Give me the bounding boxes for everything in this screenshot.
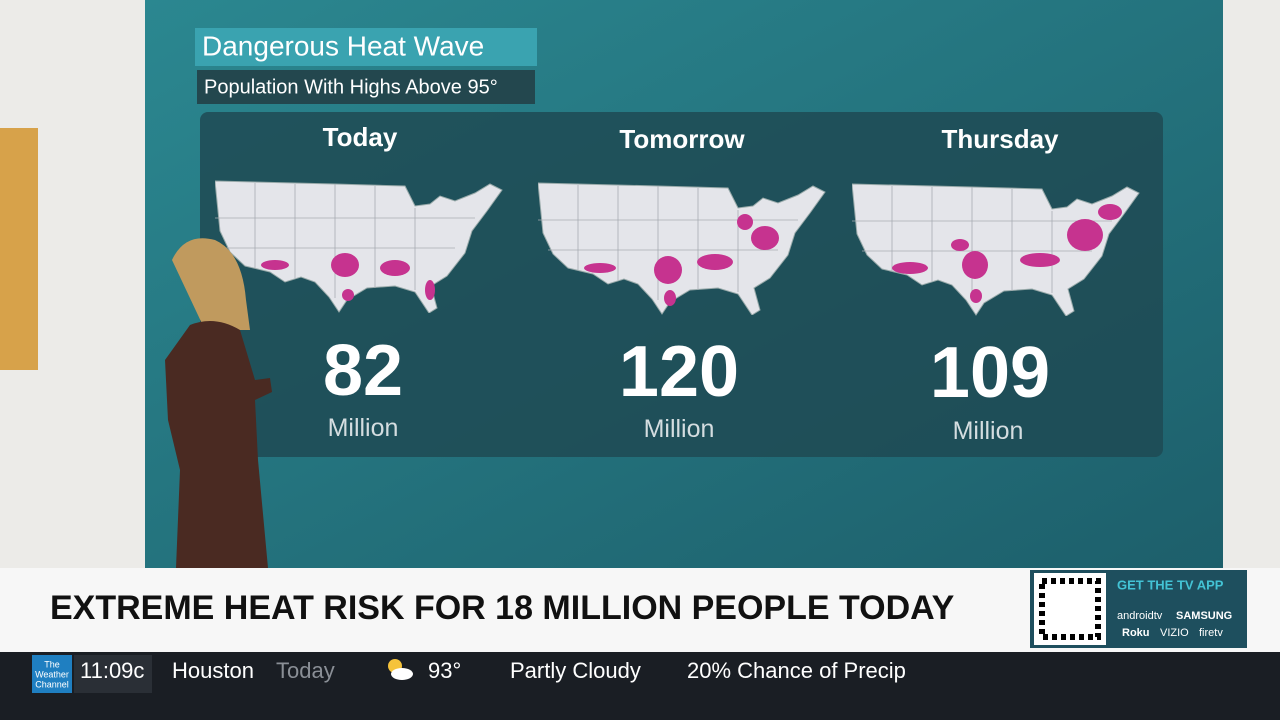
logo-text: Channel [35, 679, 69, 689]
day-label: Tomorrow [619, 124, 745, 154]
side-monitor [0, 128, 38, 370]
platform: VIZIO [1160, 627, 1189, 639]
population-value: 82 [323, 331, 403, 411]
population-value: 109 [930, 333, 1050, 413]
panel: Thursday 109 Million [852, 124, 1140, 445]
day-label: Thursday [941, 124, 1059, 154]
time-box [74, 655, 152, 693]
logo-text: Weather [35, 669, 69, 679]
population-unit: Million [953, 417, 1024, 445]
population-value: 120 [619, 332, 739, 412]
qr-code [1034, 573, 1106, 645]
headline: EXTREME HEAT RISK FOR 18 MILLION PEOPLE … [50, 589, 955, 627]
qr-pattern [1039, 578, 1101, 640]
day-label: Today [323, 122, 398, 152]
heat-areas [261, 253, 435, 301]
time: 11:09c [80, 658, 144, 683]
logo-text: The [44, 659, 60, 669]
ticker [0, 652, 1280, 720]
logo [32, 655, 72, 693]
weather-icon [388, 659, 413, 680]
heat-areas [584, 214, 779, 306]
heat-areas [892, 204, 1122, 303]
platform: androidtv [1117, 610, 1163, 622]
platform: firetv [1199, 627, 1223, 639]
subtitle: Population With Highs Above 95° [204, 76, 498, 98]
panel: Today 82 Million [215, 122, 503, 442]
platform: Roku [1122, 627, 1150, 639]
temperature: 93° [428, 658, 461, 683]
title: Dangerous Heat Wave [202, 30, 484, 61]
condition: Partly Cloudy [510, 658, 641, 683]
presenter [165, 238, 272, 568]
population-unit: Million [328, 414, 399, 442]
precip: 20% Chance of Precip [687, 658, 906, 683]
panel: Tomorrow 120 Million [538, 124, 826, 443]
subtitle-box [197, 70, 535, 104]
period: Today [276, 658, 335, 683]
platform: SAMSUNG [1176, 610, 1232, 622]
app-title: GET THE TV APP [1117, 577, 1224, 592]
city: Houston [172, 658, 254, 683]
title-box [195, 28, 537, 66]
population-unit: Million [644, 415, 715, 443]
